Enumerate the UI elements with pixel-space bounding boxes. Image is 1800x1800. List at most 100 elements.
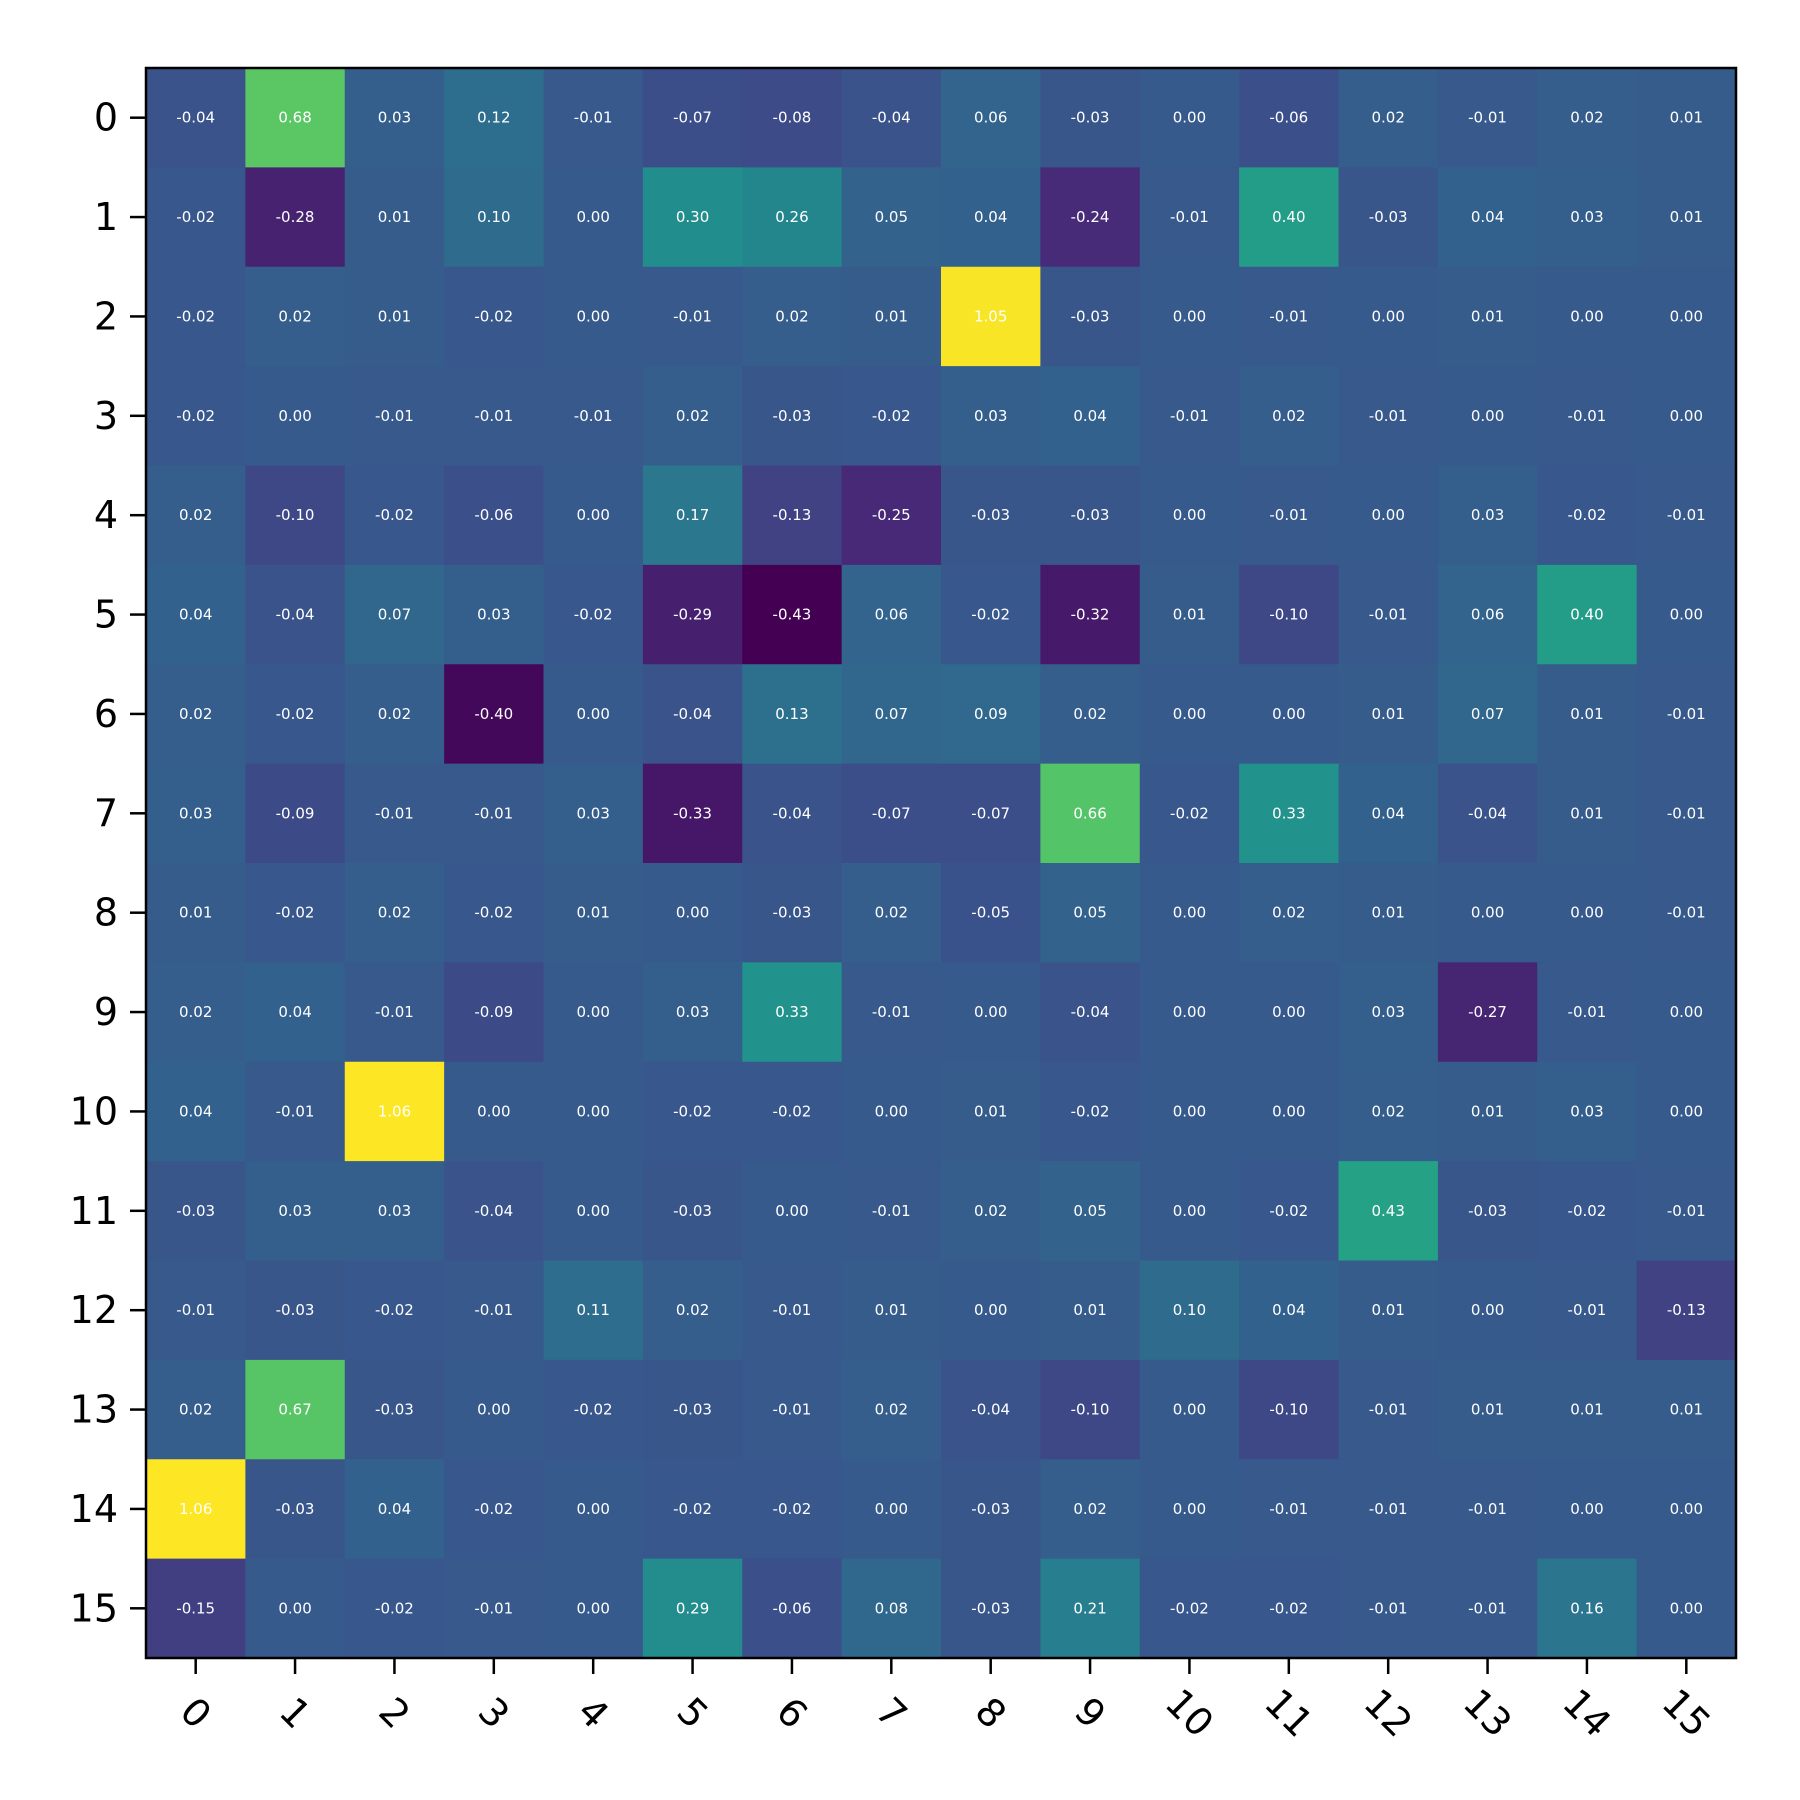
cell-value-label-r9-c4: 0.00 (576, 1003, 609, 1021)
heatmap-cell-r11-c11 (1239, 1161, 1340, 1262)
heatmap-cell-r8-c8 (941, 863, 1041, 963)
heatmap-cell-r9-c14 (1537, 962, 1638, 1063)
heatmap-cell-r8-c14 (1537, 863, 1638, 963)
heatmap-cell-r6-c14 (1537, 664, 1638, 765)
y-tick-label-14: 14 (70, 1487, 118, 1531)
cell-value-label-r13-c5: -0.03 (673, 1401, 712, 1419)
heatmap-cell-r3-c14 (1537, 366, 1638, 467)
cell-value-label-r3-c6: -0.03 (773, 407, 812, 425)
heatmap-cell-r15-c12 (1338, 1558, 1439, 1659)
cell-value-label-r14-c1: -0.03 (276, 1500, 315, 1518)
heatmap-cell-r6-c7 (841, 664, 942, 765)
cell-value-label-r12-c3: -0.01 (474, 1301, 513, 1319)
heatmap-cell-r11-c8 (941, 1161, 1041, 1262)
cell-value-label-r10-c1: -0.01 (276, 1102, 315, 1120)
cell-value-label-r15-c7: 0.08 (875, 1599, 908, 1617)
cell-value-label-r6-c11: 0.00 (1272, 705, 1305, 723)
heatmap-cell-r4-c1 (245, 465, 346, 566)
cell-value-label-r4-c4: 0.00 (576, 506, 609, 524)
cell-value-label-r1-c3: 0.10 (477, 208, 510, 226)
heatmap-cell-r8-c0 (146, 863, 246, 963)
cell-value-label-r8-c2: 0.02 (378, 904, 411, 922)
cell-value-label-r15-c0: -0.15 (176, 1599, 215, 1617)
cell-value-label-r6-c2: 0.02 (378, 705, 411, 723)
heatmap-cell-r4-c9 (1040, 465, 1141, 566)
heatmap-cell-r13-c1 (245, 1359, 346, 1460)
heatmap-cell-r7-c2 (344, 763, 445, 864)
cell-value-label-r0-c14: 0.02 (1570, 109, 1603, 127)
cell-value-label-r5-c10: 0.01 (1173, 606, 1206, 624)
cell-value-label-r8-c7: 0.02 (875, 904, 908, 922)
cell-value-label-r3-c5: 0.02 (676, 407, 709, 425)
cell-value-label-r7-c8: -0.07 (971, 804, 1010, 822)
heatmap-cell-r9-c2 (344, 962, 445, 1063)
heatmap-cell-r13-c7 (841, 1359, 942, 1460)
heatmap-cell-r4-c13 (1437, 465, 1538, 566)
cell-value-label-r11-c1: 0.03 (278, 1202, 311, 1220)
heatmap-cell-r2-c10 (1139, 266, 1240, 367)
heatmap-cell-r8-c12 (1338, 863, 1439, 963)
cell-value-label-r13-c11: -0.10 (1269, 1401, 1308, 1419)
cell-value-label-r6-c8: 0.09 (974, 705, 1007, 723)
cell-value-label-r13-c7: 0.02 (875, 1401, 908, 1419)
heatmap-cell-r5-c8 (941, 564, 1041, 665)
heatmap-cell-r7-c9 (1040, 763, 1141, 864)
heatmap-cell-r9-c11 (1239, 962, 1340, 1063)
heatmap-cell-r6-c1 (245, 664, 346, 765)
heatmap-cell-r0-c13 (1437, 68, 1538, 168)
cell-value-label-r11-c6: 0.00 (775, 1202, 808, 1220)
cell-value-label-r4-c14: -0.02 (1568, 506, 1607, 524)
cell-value-label-r1-c9: -0.24 (1071, 208, 1110, 226)
cell-value-label-r5-c13: 0.06 (1471, 606, 1504, 624)
y-tick-label-11: 11 (70, 1189, 118, 1233)
cell-value-label-r7-c7: -0.07 (872, 804, 911, 822)
heatmap-cell-r6-c0 (146, 664, 246, 765)
cell-value-label-r2-c11: -0.01 (1269, 307, 1308, 325)
cell-value-label-r14-c4: 0.00 (576, 1500, 609, 1518)
cell-value-label-r1-c14: 0.03 (1570, 208, 1603, 226)
cell-value-label-r8-c9: 0.05 (1073, 904, 1106, 922)
cell-value-label-r1-c1: -0.28 (276, 208, 315, 226)
cell-value-label-r14-c8: -0.03 (971, 1500, 1010, 1518)
cell-value-label-r12-c15: -0.13 (1667, 1301, 1706, 1319)
cell-value-label-r0-c1: 0.68 (278, 109, 311, 127)
cell-value-label-r3-c9: 0.04 (1073, 407, 1106, 425)
cell-value-label-r13-c2: -0.03 (375, 1401, 414, 1419)
cell-value-label-r5-c15: 0.00 (1670, 606, 1703, 624)
heatmap-cell-r2-c13 (1437, 266, 1538, 367)
heatmap-cell-r0-c5 (642, 68, 743, 168)
heatmap-cell-r14-c7 (841, 1459, 942, 1560)
heatmap-cell-r4-c10 (1139, 465, 1240, 566)
cell-value-label-r4-c2: -0.02 (375, 506, 414, 524)
heatmap-cell-r10-c7 (841, 1061, 942, 1162)
heatmap-cell-r1-c5 (642, 167, 743, 268)
heatmap-cell-r1-c15 (1636, 167, 1737, 268)
cell-value-label-r10-c2: 1.06 (378, 1102, 411, 1120)
cell-value-label-r15-c3: -0.01 (474, 1599, 513, 1617)
heatmap-cell-r0-c12 (1338, 68, 1439, 168)
cell-value-label-r0-c3: 0.12 (477, 109, 510, 127)
cell-value-label-r9-c3: -0.09 (474, 1003, 513, 1021)
cell-value-label-r11-c10: 0.00 (1173, 1202, 1206, 1220)
cell-value-label-r12-c0: -0.01 (176, 1301, 215, 1319)
heatmap-cell-r9-c15 (1636, 962, 1737, 1063)
cell-value-label-r4-c11: -0.01 (1269, 506, 1308, 524)
heatmap-cell-r4-c12 (1338, 465, 1439, 566)
cell-value-label-r11-c0: -0.03 (176, 1202, 215, 1220)
cell-value-label-r13-c12: -0.01 (1369, 1401, 1408, 1419)
heatmap-cell-r13-c6 (742, 1359, 843, 1460)
cell-value-label-r12-c4: 0.11 (576, 1301, 609, 1319)
heatmap-cell-r12-c2 (344, 1260, 445, 1361)
heatmap-cell-r5-c10 (1139, 564, 1240, 665)
cell-value-label-r7-c12: 0.04 (1371, 804, 1404, 822)
heatmap-cell-r4-c5 (642, 465, 743, 566)
cell-value-label-r1-c10: -0.01 (1170, 208, 1209, 226)
cell-value-label-r2-c6: 0.02 (775, 307, 808, 325)
heatmap-cell-r9-c3 (444, 962, 545, 1063)
heatmap-cell-r2-c15 (1636, 266, 1737, 367)
cell-value-label-r6-c14: 0.01 (1570, 705, 1603, 723)
cell-value-label-r12-c7: 0.01 (875, 1301, 908, 1319)
heatmap-cell-r12-c12 (1338, 1260, 1439, 1361)
cell-value-label-r7-c15: -0.01 (1667, 804, 1706, 822)
